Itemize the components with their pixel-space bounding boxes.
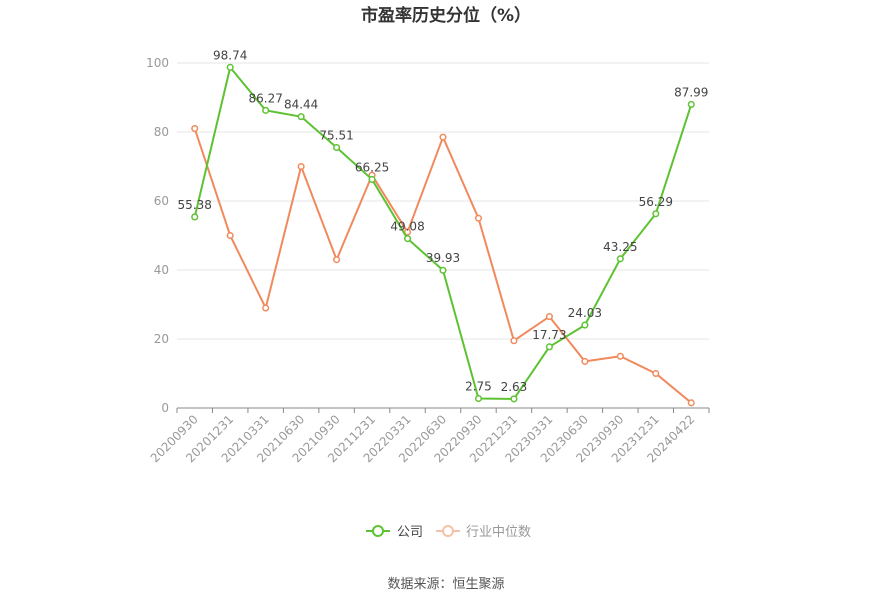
series-line-0: [193, 66, 693, 400]
series-0-point-3: [297, 113, 305, 121]
data-label-10: 17.73: [532, 328, 566, 342]
series-0-point-7: [439, 266, 447, 274]
data-label-6: 49.08: [390, 220, 424, 234]
legend-industry-marker: [442, 525, 454, 537]
legend-company-label: 公司: [397, 525, 423, 540]
series-1-point-12: [616, 352, 624, 360]
data-label-1: 98.74: [213, 48, 247, 62]
series-1-point-3: [297, 162, 305, 171]
data-label-12: 43.25: [603, 240, 637, 254]
legend-item-company[interactable]: 公司: [366, 525, 423, 540]
series-0-point-14: [687, 100, 695, 108]
series-1-point-10: [545, 313, 553, 321]
series-0-point-1: [226, 63, 234, 71]
data-label-4: 75.51: [319, 128, 353, 142]
grid-lines: [177, 62, 709, 340]
series-1-point-4: [333, 256, 341, 264]
data-label-2: 86.27: [248, 91, 282, 105]
series-1-point-1: [226, 231, 234, 240]
series-0-point-0: [191, 213, 199, 221]
data-label-13: 56.29: [639, 195, 673, 209]
y-axis: 0 20 40 60 80 100: [146, 56, 169, 415]
chart-title: 市盈率历史分位（%）: [361, 5, 531, 26]
y-tick-label-20: 20: [154, 332, 169, 346]
data-label-9: 2.63: [501, 380, 528, 394]
series-1-point-6: [403, 228, 412, 236]
y-tick-label-60: 60: [154, 194, 169, 208]
series-0-point-5: [368, 175, 376, 183]
data-label-0: 55.38: [178, 198, 212, 212]
legend[interactable]: 公司 行业中位数: [366, 525, 531, 540]
series-group: [191, 63, 695, 407]
data-label-7: 39.93: [426, 251, 460, 265]
y-tick-label-40: 40: [154, 263, 169, 277]
series-0-point-12: [616, 255, 624, 263]
series-1-point-14: [687, 399, 695, 407]
series-0-point-4: [333, 143, 341, 152]
y-tick-label-80: 80: [154, 125, 169, 139]
series-0-point-8: [474, 394, 483, 403]
series-1-point-0: [191, 125, 199, 133]
series-1-point-13: [652, 369, 660, 378]
series-0-point-2: [262, 106, 270, 114]
x-axis: 2020093020201231202103312021063020210930…: [148, 407, 710, 465]
data-label-11: 24.03: [568, 306, 602, 320]
data-label-3: 84.44: [284, 98, 318, 112]
data-label-8: 2.75: [465, 380, 492, 394]
legend-company-marker: [372, 525, 384, 537]
data-labels: 55.38 98.74 86.27 84.44 75.51 66.25 49.08 39.93…: [178, 48, 709, 394]
series-0-point-9: [510, 395, 518, 403]
series-0-point-11: [581, 321, 589, 329]
legend-industry-label: 行业中位数: [466, 525, 531, 540]
y-tick-label-100: 100: [146, 56, 169, 70]
series-1-point-7: [439, 133, 447, 141]
series-1-point-2: [262, 304, 270, 312]
data-source: 数据来源：恒生聚源: [387, 577, 504, 592]
legend-item-industry-median[interactable]: 行业中位数: [436, 525, 531, 540]
data-label-5: 66.25: [355, 160, 389, 174]
series-1-point-9: [510, 337, 518, 345]
series-1-point-8: [474, 214, 483, 222]
series-0-point-13: [652, 210, 660, 218]
series-0-point-10: [545, 343, 553, 351]
series-0-point-6: [403, 235, 412, 243]
series-1-point-11: [581, 357, 589, 365]
y-tick-label-0: 0: [161, 401, 169, 415]
data-label-14: 87.99: [674, 85, 708, 99]
